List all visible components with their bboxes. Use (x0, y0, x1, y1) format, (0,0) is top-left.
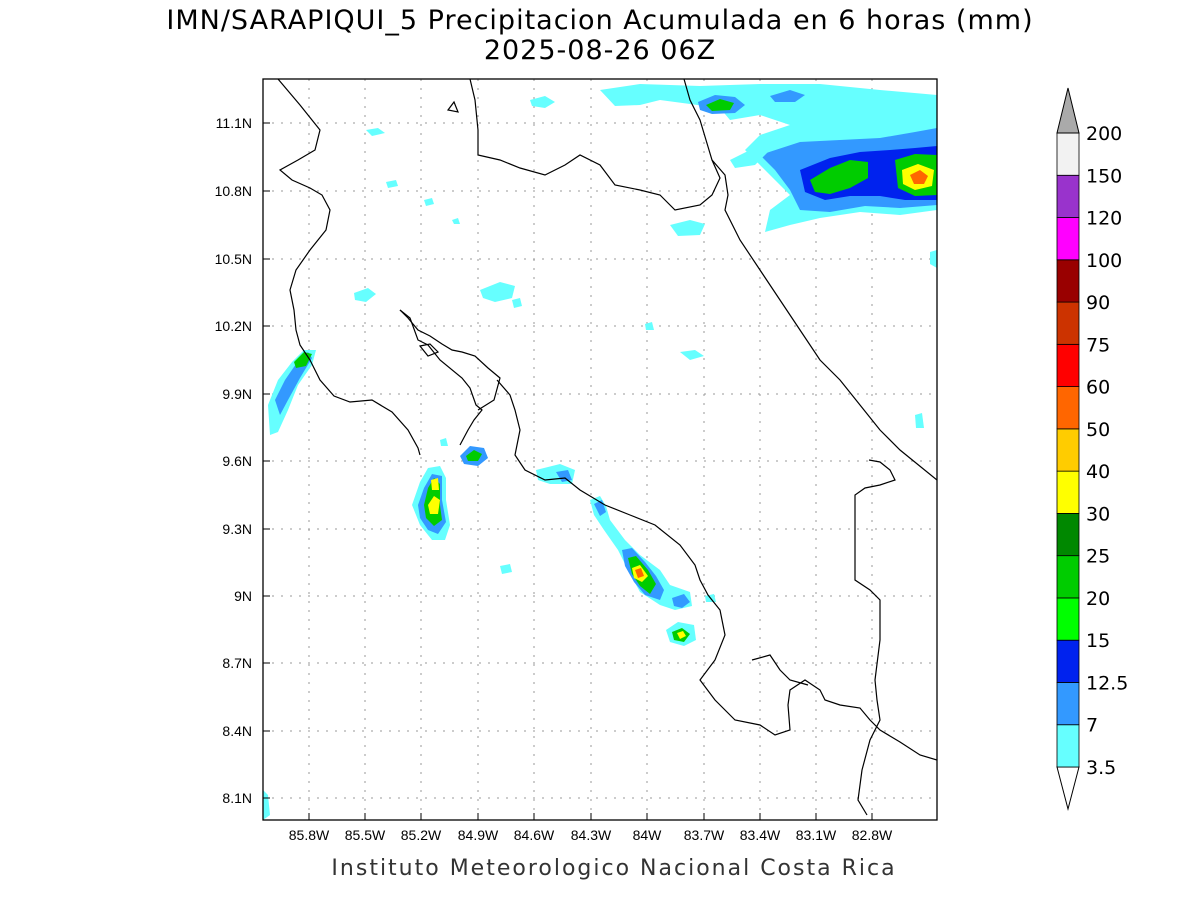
legend-label: 50 (1086, 419, 1110, 441)
legend-label: 120 (1086, 208, 1122, 230)
axis-ticks (263, 122, 873, 820)
lon-label: 83.7W (684, 827, 725, 843)
legend-label: 15 (1086, 630, 1110, 652)
legend-swatch (1056, 174, 1080, 218)
legend-swatch (1056, 639, 1080, 683)
lat-label: 10.8N (215, 183, 252, 199)
rain-cells-scattered (263, 128, 937, 820)
map-title: IMN/SARAPIQUI_5 Precipitacion Acumulada … (166, 5, 1034, 36)
legend-arrow-low (1056, 766, 1080, 811)
lat-label: 8.4N (222, 723, 252, 739)
legend-label: 30 (1086, 503, 1110, 525)
rain-cell-northeast (530, 84, 937, 236)
legend-swatch (1056, 513, 1080, 557)
lat-label: 8.7N (222, 655, 252, 671)
legend-swatch (1056, 217, 1080, 261)
rain-cell-central-pacific (536, 464, 696, 646)
rain-cell-nicoya (412, 446, 488, 540)
legend-swatch (1056, 555, 1080, 599)
legend-swatch (1056, 428, 1080, 472)
coastline-borders (277, 79, 937, 816)
legend-swatch (1056, 724, 1080, 768)
legend-label: 60 (1086, 377, 1110, 399)
lon-label: 84.3W (571, 827, 612, 843)
latitude-axis: 11.1N 10.8N 10.5N 10.2N 9.9N 9.6N 9.3N 9… (215, 115, 252, 806)
lon-label: 83.4W (740, 827, 781, 843)
legend-label: 200 (1086, 123, 1122, 145)
lon-label: 85.5W (345, 827, 386, 843)
legend-label: 25 (1086, 546, 1110, 568)
longitude-axis: 85.8W 85.5W 85.2W 84.9W 84.6W 84.3W 84W … (289, 827, 893, 843)
legend-label: 7 (1086, 715, 1098, 737)
legend-swatch (1056, 343, 1080, 388)
legend-swatch (1056, 259, 1080, 303)
legend-arrow-high (1056, 87, 1080, 134)
color-legend: 3.5 7 12.5 15 20 25 30 40 50 60 75 90 100 120 150 200 (1056, 87, 1128, 811)
lon-label: 84W (633, 827, 663, 843)
lon-label: 82.8W (852, 827, 893, 843)
lat-label: 9.3N (222, 521, 252, 537)
lat-label: 8.1N (222, 790, 252, 806)
graticule (263, 79, 937, 820)
lat-label: 9.9N (222, 386, 252, 402)
legend-swatch (1056, 386, 1080, 430)
lat-label: 9N (234, 588, 252, 604)
precipitation-field (263, 84, 937, 820)
legend-label: 20 (1086, 588, 1110, 610)
lat-label: 11.1N (216, 115, 252, 131)
legend-label: 150 (1086, 165, 1122, 187)
legend-swatch (1056, 301, 1080, 345)
lon-label: 85.8W (289, 827, 330, 843)
lon-label: 84.9W (458, 827, 499, 843)
lon-label: 85.2W (401, 827, 442, 843)
legend-swatch (1056, 470, 1080, 514)
lon-label: 84.6W (514, 827, 555, 843)
legend-label: 12.5 (1086, 672, 1128, 694)
map-datetime: 2025-08-26 06Z (483, 35, 717, 66)
legend-label: 100 (1086, 250, 1122, 272)
legend-swatch (1056, 597, 1080, 641)
footer-credit: Instituto Meteorologico Nacional Costa R… (331, 856, 897, 881)
lat-label: 9.6N (222, 453, 252, 469)
lat-label: 10.2N (215, 318, 252, 334)
legend-swatch (1056, 132, 1080, 176)
legend-label: 40 (1086, 461, 1110, 483)
lat-label: 10.5N (215, 251, 252, 267)
legend-label: 75 (1086, 334, 1110, 356)
lon-label: 83.1W (796, 827, 837, 843)
legend-swatch (1056, 682, 1080, 726)
legend-label: 90 (1086, 292, 1110, 314)
legend-label: 3.5 (1086, 757, 1116, 779)
map-frame (262, 78, 938, 821)
